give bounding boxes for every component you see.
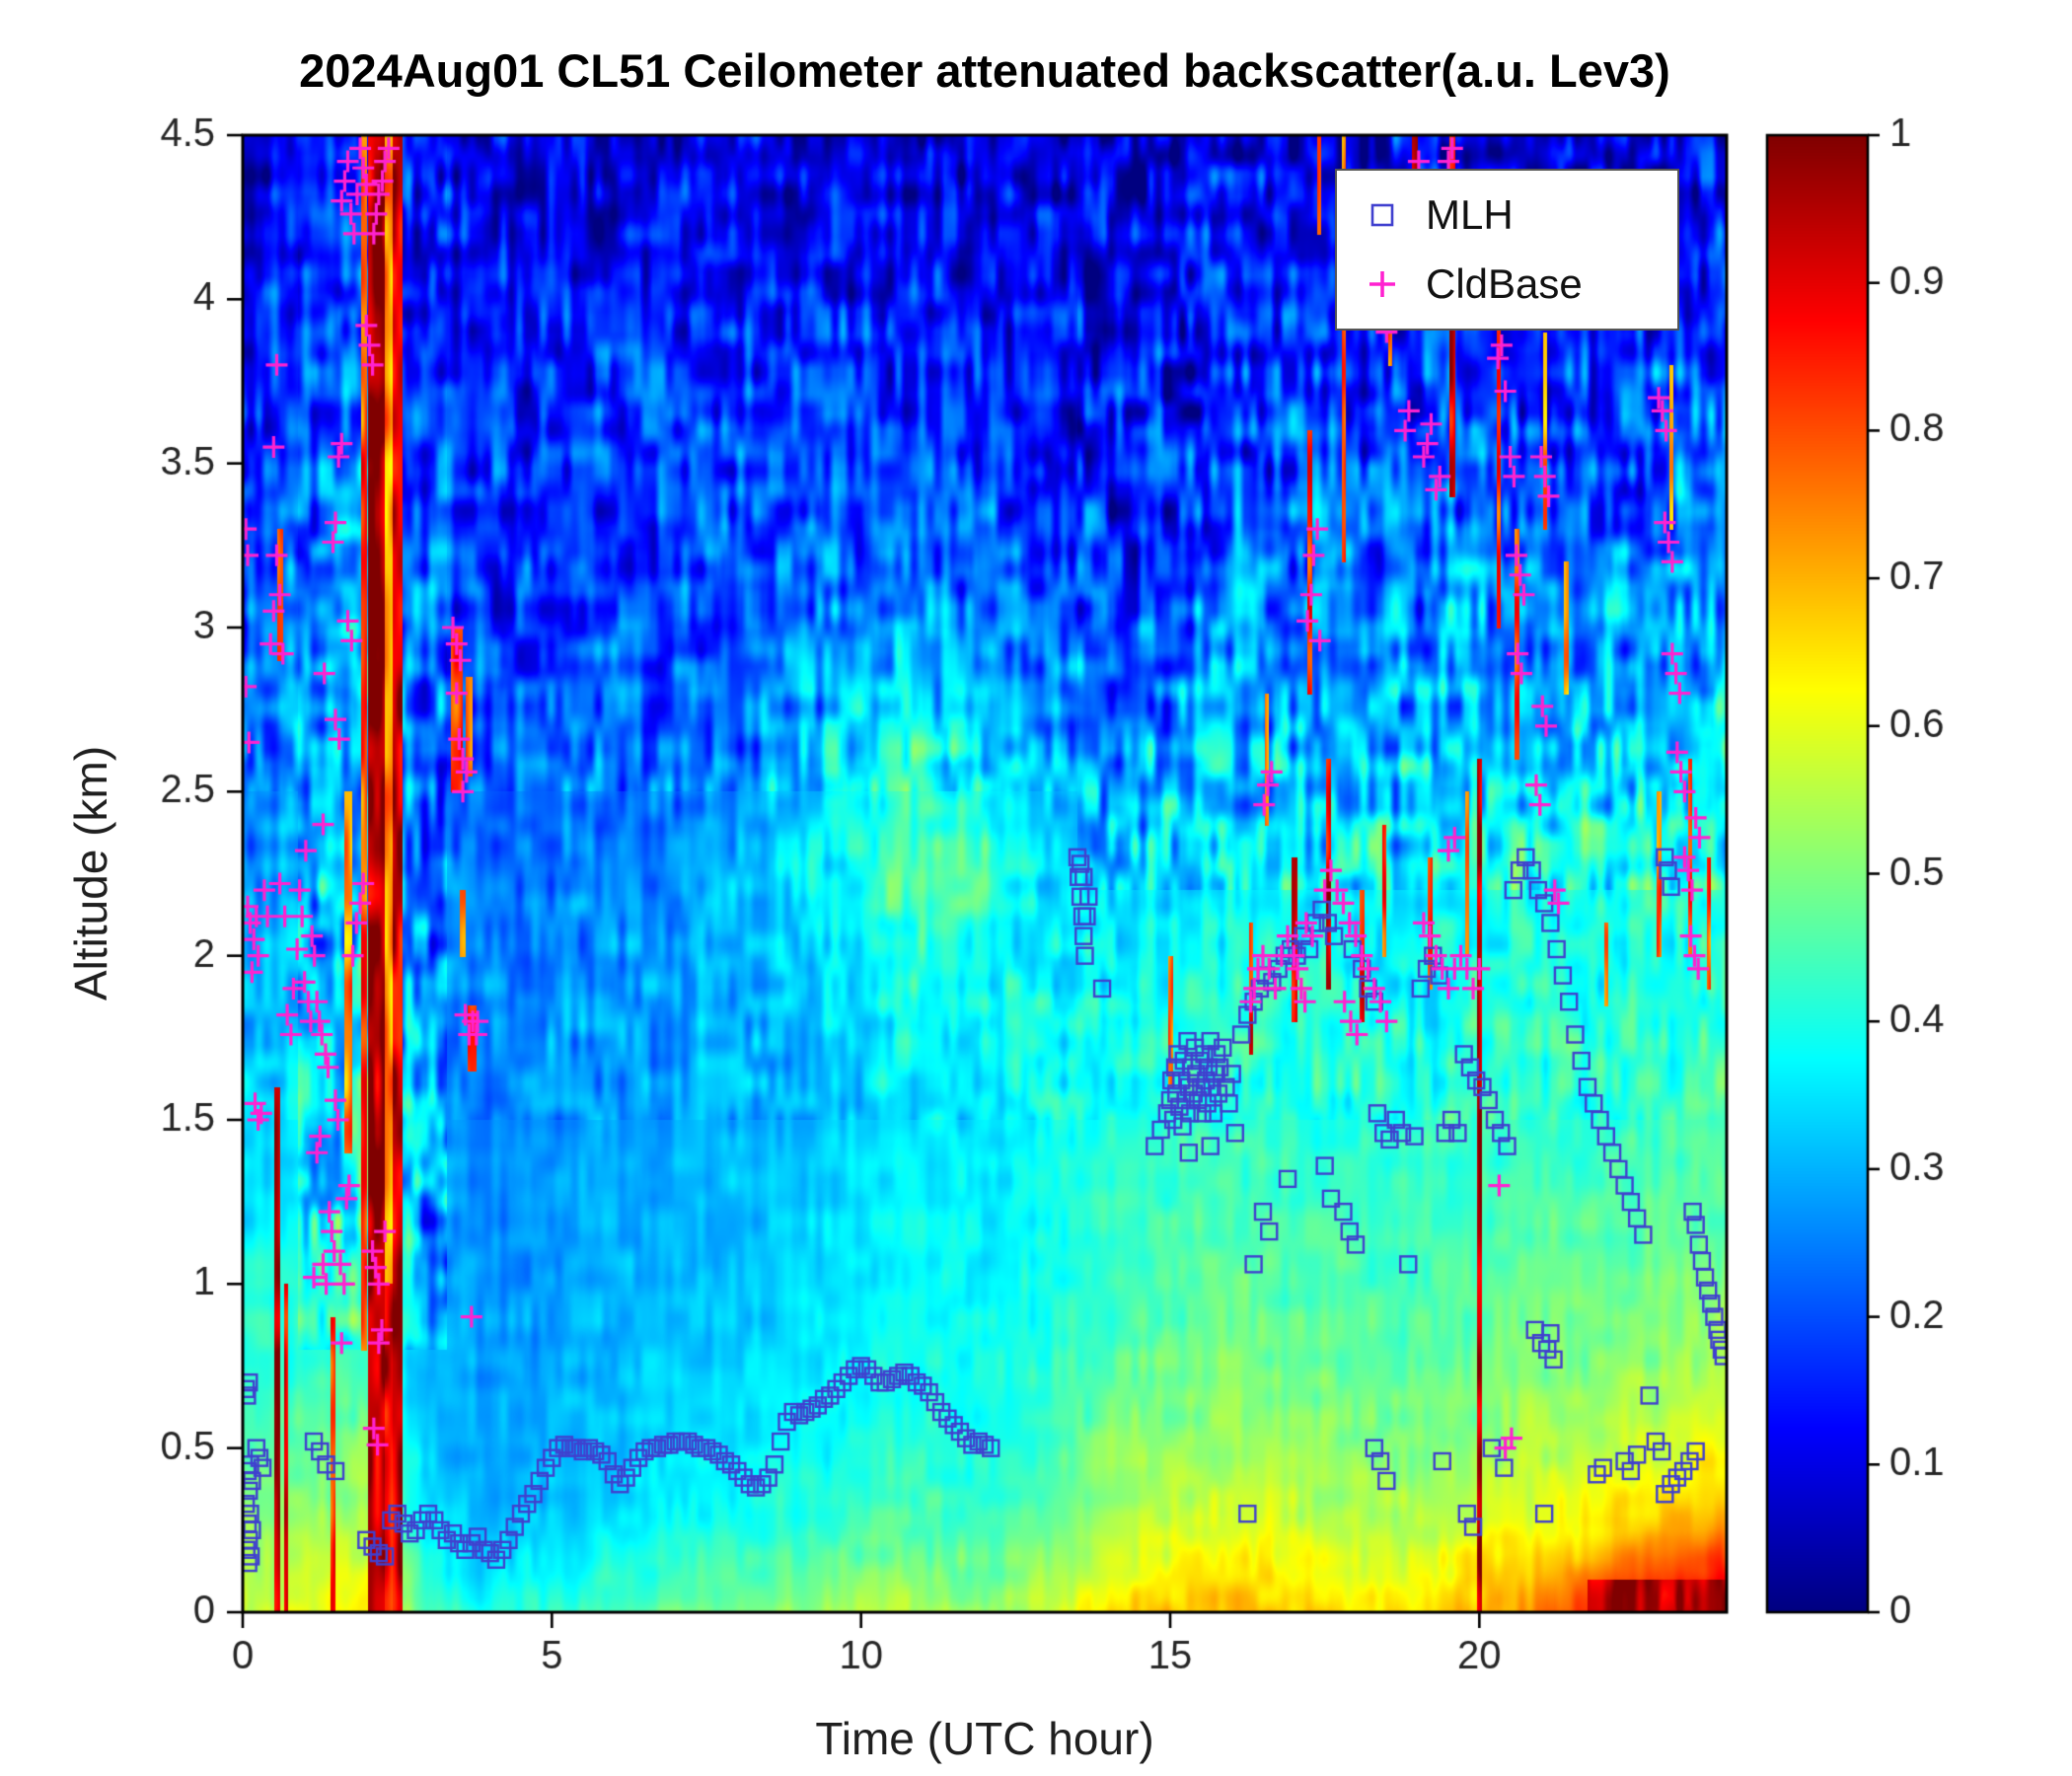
y-axis-label: Altitude (km) — [65, 745, 116, 1001]
legend-label-cldbase: CldBase — [1426, 259, 1583, 307]
legend-item-cldbase: CldBase — [1365, 260, 1677, 308]
mlh-square-marker-icon — [1370, 204, 1394, 227]
legend-label-mlh: MLH — [1426, 191, 1514, 239]
legend-item-mlh: MLH — [1365, 191, 1677, 239]
legend: MLH CldBase — [1335, 169, 1679, 331]
x-axis-label: Time (UTC hour) — [815, 1713, 1154, 1764]
cldbase-plus-marker-icon — [1369, 270, 1395, 297]
